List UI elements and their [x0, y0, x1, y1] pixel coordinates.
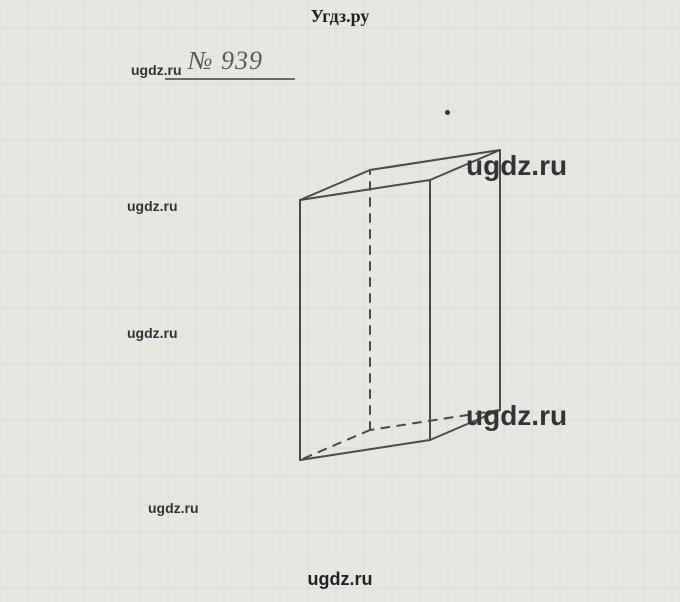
stray-dot [445, 110, 450, 115]
watermark-text: ugdz.ru [127, 325, 178, 341]
problem-underline [165, 78, 295, 80]
footer-watermark: ugdz.ru [0, 569, 680, 590]
watermark-text: ugdz.ru [148, 500, 199, 516]
site-name: Угдз.ру [311, 6, 370, 26]
footer-text: ugdz.ru [308, 569, 373, 589]
watermark-text: ugdz.ru [466, 400, 567, 432]
watermark-text: ugdz.ru [127, 198, 178, 214]
page-header: Угдз.ру [0, 6, 680, 27]
problem-number: № 939 [188, 46, 263, 76]
watermark-text: ugdz.ru [466, 150, 567, 182]
watermark-text: ugdz.ru [131, 62, 182, 78]
